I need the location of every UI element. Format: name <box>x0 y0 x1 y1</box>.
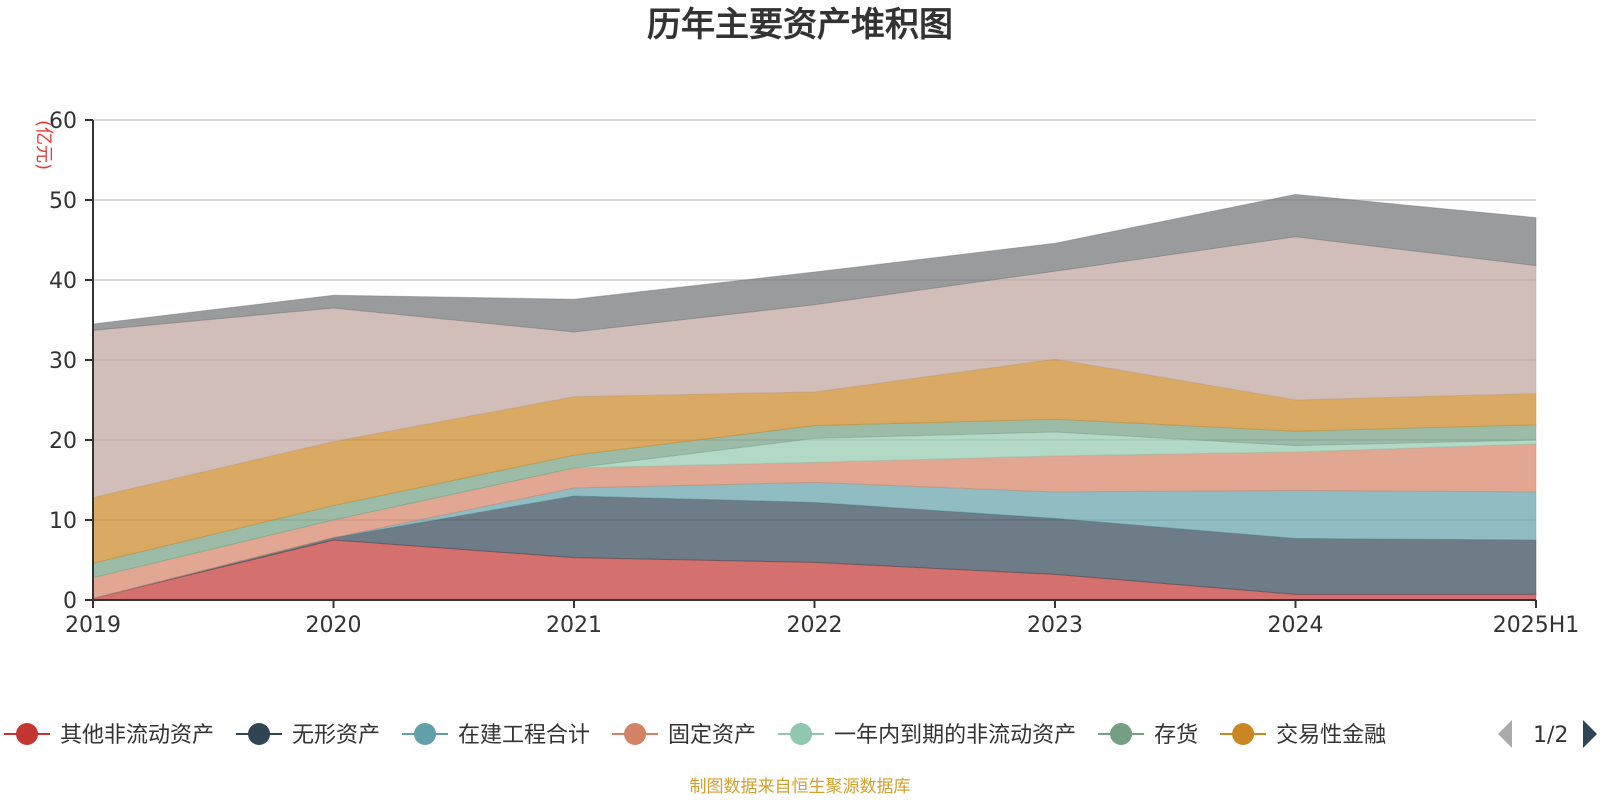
area-series-6[interactable] <box>92 358 1537 564</box>
area-series-2[interactable] <box>92 481 1537 599</box>
legend-label: 其他非流动资产 <box>60 723 214 748</box>
legend-marker <box>414 723 437 745</box>
legend-item[interactable]: 存货 <box>1098 723 1198 748</box>
legend-item[interactable]: 固定资产 <box>612 723 756 748</box>
legend-pager: 1/2 <box>1498 720 1597 748</box>
x-tick-label: 2024 <box>1268 613 1324 638</box>
area-series-5[interactable] <box>92 418 1537 579</box>
area-series-4[interactable] <box>92 431 1537 579</box>
x-tick-label: 2019 <box>65 613 121 638</box>
legend-marker <box>624 723 647 745</box>
legend-label: 无形资产 <box>292 723 380 748</box>
area-series-3[interactable] <box>92 443 1537 600</box>
y-axis-unit-label: (亿元) <box>33 120 54 170</box>
legend-next-page-icon[interactable] <box>1583 720 1597 748</box>
y-tick-label: 0 <box>63 589 77 614</box>
y-tick-label: 60 <box>49 109 77 134</box>
legend-item[interactable]: 交易性金融 <box>1220 723 1386 748</box>
legend-marker <box>248 723 271 745</box>
legend-item[interactable]: 一年内到期的非流动资产 <box>778 723 1076 748</box>
legend-item[interactable]: 无形资产 <box>236 723 380 748</box>
x-tick-label: 2022 <box>787 613 843 638</box>
x-tick-label: 2023 <box>1027 613 1083 638</box>
legend-label: 存货 <box>1154 723 1198 748</box>
y-tick-label: 30 <box>49 349 77 374</box>
x-tick-label: 2021 <box>546 613 602 638</box>
legend-marker <box>790 723 813 745</box>
x-tick-label: 2020 <box>306 613 362 638</box>
y-tick-label: 10 <box>49 509 77 534</box>
legend-marker <box>1232 723 1255 745</box>
legend-label: 在建工程合计 <box>458 723 590 748</box>
y-tick-label: 20 <box>49 429 77 454</box>
legend-page-indicator: 1/2 <box>1533 723 1568 748</box>
y-tick-label: 40 <box>49 269 77 294</box>
y-tick-label: 50 <box>49 189 77 214</box>
stacked-areas <box>92 193 1537 601</box>
legend-label: 交易性金融 <box>1276 723 1386 748</box>
legend-label: 固定资产 <box>668 723 756 748</box>
legend-marker <box>16 723 38 745</box>
legend-item[interactable]: 其他非流动资产 <box>4 723 214 748</box>
chart-title: 历年主要资产堆积图 <box>647 5 953 45</box>
area-series-8[interactable] <box>92 193 1537 333</box>
axes: 2019 2020 2021 2022 2023 2024 2025H1 <box>65 119 1580 638</box>
legend-item[interactable]: 在建工程合计 <box>402 723 590 748</box>
legend-label: 一年内到期的非流动资产 <box>834 723 1076 748</box>
legend-marker <box>1110 723 1133 745</box>
x-tick-label: 2025H1 <box>1493 613 1580 638</box>
area-series-1[interactable] <box>92 495 1537 599</box>
data-source-note: 制图数据来自恒生聚源数据库 <box>690 777 911 797</box>
legend-prev-page-icon[interactable] <box>1498 720 1512 748</box>
legend: 其他非流动资产 无形资产 在建工程合计 固定资产 一年内到期的非流动资产 存货 交易性金融 <box>4 723 1386 748</box>
